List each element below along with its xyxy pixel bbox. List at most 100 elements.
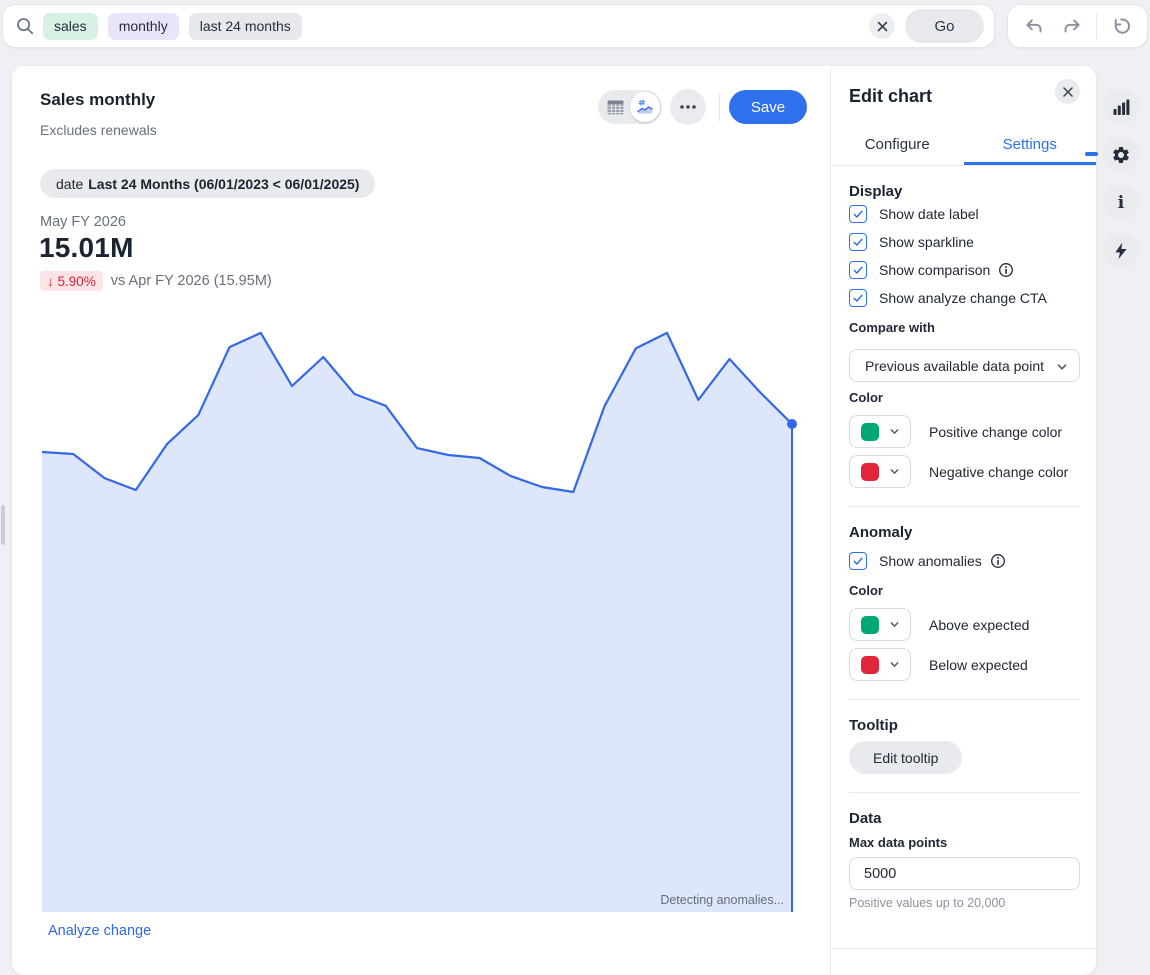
chevron-down-icon <box>890 429 899 434</box>
negative-color-row: Negative change color <box>849 455 1080 488</box>
above-expected-color-picker[interactable] <box>849 608 911 641</box>
reset-icon <box>1114 18 1130 34</box>
ellipsis-icon <box>680 105 696 109</box>
down-arrow-icon: ↓ <box>47 273 54 289</box>
chart-subtitle: Excludes renewals <box>40 122 157 138</box>
tab-settings[interactable]: Settings <box>963 130 1096 165</box>
change-badge: ↓ 5.90% <box>40 271 103 291</box>
info-rail-button[interactable]: i <box>1103 185 1139 221</box>
color-label: Color <box>849 390 883 405</box>
tooltip-heading: Tooltip <box>849 717 898 734</box>
divider <box>849 506 1080 507</box>
compare-with-dropdown[interactable]: Previous available data point <box>849 349 1080 382</box>
divider <box>831 948 1096 949</box>
chevron-down-icon <box>890 469 899 474</box>
panel-title: Edit chart <box>849 86 933 106</box>
check-icon <box>853 238 863 246</box>
below-expected-row: Below expected <box>849 648 1080 681</box>
save-button[interactable]: Save <box>729 90 807 124</box>
check-icon <box>853 557 863 565</box>
sparkline-svg <box>41 331 797 912</box>
divider <box>1096 13 1097 39</box>
max-data-points-input[interactable] <box>849 857 1080 890</box>
chevron-down-icon <box>890 622 899 627</box>
settings-rail-button[interactable] <box>1103 137 1139 173</box>
info-icon[interactable] <box>990 553 1006 569</box>
swatch-label: Below expected <box>929 656 1028 673</box>
history-controls <box>1007 4 1148 48</box>
chart-title: Sales monthly <box>40 90 156 109</box>
anomaly-heading: Anomaly <box>849 524 913 541</box>
close-panel-button[interactable] <box>1055 79 1080 104</box>
check-icon <box>853 294 863 302</box>
option-show-date-label: Show date label <box>849 200 1080 228</box>
checkbox-show-date-label[interactable] <box>849 205 867 223</box>
max-data-points-label: Max data points <box>849 835 948 850</box>
lightning-icon <box>1115 242 1127 259</box>
checkbox-show-comparison[interactable] <box>849 261 867 279</box>
redo-icon <box>1064 19 1080 33</box>
go-button[interactable]: Go <box>905 9 984 43</box>
reset-button[interactable] <box>1107 12 1135 40</box>
option-show-anomalies: Show anomalies <box>849 547 1080 575</box>
chevron-down-icon <box>1056 360 1068 378</box>
above-expected-row: Above expected <box>849 608 1080 641</box>
option-label: Show anomalies <box>879 553 982 569</box>
option-label: Show sparkline <box>879 234 974 250</box>
analyze-change-link[interactable]: Analyze change <box>48 923 152 939</box>
more-options-button[interactable] <box>670 89 706 125</box>
table-view-button[interactable] <box>600 92 630 122</box>
search-tag-sales[interactable]: sales <box>43 12 98 40</box>
option-label: Show comparison <box>879 262 991 278</box>
anomaly-color-label: Color <box>849 583 883 598</box>
red-swatch <box>861 462 879 481</box>
swatch-label: Above expected <box>929 616 1030 633</box>
info-icon[interactable] <box>998 262 1014 278</box>
below-expected-color-picker[interactable] <box>849 648 911 681</box>
change-comparison: vs Apr FY 2026 (15.95M) <box>110 273 272 289</box>
chart-view-button[interactable] <box>630 92 660 122</box>
checkbox-show-sparkline[interactable] <box>849 233 867 251</box>
search-icon <box>13 14 37 38</box>
redo-button[interactable] <box>1058 12 1086 40</box>
chart-toolbar: Save <box>598 89 807 125</box>
input-helper-text: Positive values up to 20,000 <box>849 896 1006 910</box>
undo-button[interactable] <box>1020 12 1048 40</box>
table-icon <box>607 100 623 114</box>
edit-chart-panel: Edit chart Configure Settings Display Sh… <box>830 66 1096 975</box>
close-icon <box>1062 86 1073 97</box>
dropdown-value: Previous available data point <box>865 357 1045 374</box>
panel-tabs: Configure Settings <box>831 130 1096 166</box>
search-tag-period[interactable]: last 24 months <box>188 12 302 40</box>
view-toggle <box>598 90 662 124</box>
filter-value: Last 24 Months (06/01/2023 < 06/01/2025) <box>88 175 360 192</box>
headline-change-row: ↓ 5.90% vs Apr FY 2026 (15.95M) <box>40 271 272 291</box>
tab-configure[interactable]: Configure <box>864 136 930 153</box>
quick-actions-rail-button[interactable] <box>1103 233 1139 269</box>
checkbox-show-anomalies[interactable] <box>849 552 867 570</box>
headline-period: May FY 2026 <box>40 214 126 230</box>
anomaly-status-text: Detecting anomalies... <box>660 893 784 907</box>
checkbox-show-analyze-cta[interactable] <box>849 289 867 307</box>
current-value-dot <box>787 419 797 429</box>
clear-search-button[interactable] <box>869 13 895 39</box>
search-tag-monthly[interactable]: monthly <box>107 12 179 40</box>
sparkline-chart[interactable]: Detecting anomalies... <box>41 320 797 912</box>
swatch-label: Positive change color <box>929 423 1063 440</box>
positive-color-picker[interactable] <box>849 415 911 448</box>
option-show-analyze-cta: Show analyze change CTA <box>849 284 1080 312</box>
edit-tooltip-button[interactable]: Edit tooltip <box>849 741 963 774</box>
filter-field: date <box>56 175 84 192</box>
chart-rail-button[interactable] <box>1103 89 1139 125</box>
negative-color-picker[interactable] <box>849 455 911 488</box>
option-label: Show date label <box>879 206 979 222</box>
green-swatch <box>861 422 879 441</box>
gear-icon <box>1113 147 1129 163</box>
search-bar[interactable]: sales monthly last 24 months Go <box>2 4 995 48</box>
close-icon <box>877 21 887 31</box>
compare-with-label: Compare with <box>849 320 935 335</box>
change-percent: 5.90% <box>57 273 96 289</box>
resize-handle[interactable] <box>1 505 5 545</box>
date-filter-chip[interactable]: date Last 24 Months (06/01/2023 < 06/01/… <box>40 169 376 198</box>
divider <box>849 792 1080 793</box>
